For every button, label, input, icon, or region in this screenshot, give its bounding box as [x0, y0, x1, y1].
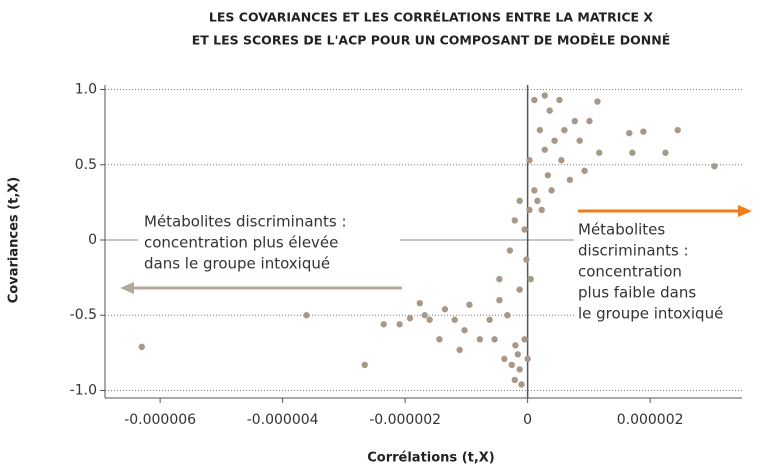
- point: [486, 316, 493, 323]
- point: [626, 129, 633, 137]
- point: [544, 172, 552, 179]
- point: [303, 312, 310, 319]
- point: [534, 197, 541, 205]
- point: [711, 163, 718, 170]
- annotation-bg: [138, 208, 400, 280]
- y-tick-label: 0: [88, 232, 97, 248]
- point: [138, 343, 145, 351]
- annotation-text: Métabolites: [578, 221, 665, 239]
- point: [524, 355, 531, 363]
- point: [491, 336, 498, 343]
- point: [546, 107, 553, 114]
- annotation-text: concentration plus élevée: [144, 234, 338, 252]
- point: [556, 96, 563, 104]
- point: [512, 342, 519, 349]
- point: [461, 327, 468, 334]
- point: [586, 117, 593, 125]
- point: [526, 206, 533, 214]
- point: [527, 275, 534, 283]
- point: [561, 126, 568, 134]
- point: [456, 346, 463, 354]
- point: [581, 167, 588, 174]
- annotation-text: dans le groupe intoxiqué: [144, 255, 330, 273]
- y-tick-label: 1.0: [75, 82, 97, 98]
- point: [436, 336, 443, 343]
- point: [674, 126, 681, 134]
- point: [514, 351, 522, 358]
- point: [504, 312, 511, 319]
- point: [396, 321, 403, 328]
- x-axis-label: Corrélations (t,X): [367, 451, 495, 466]
- point: [571, 117, 578, 125]
- point: [406, 315, 414, 322]
- point: [541, 92, 548, 99]
- x-tick-label: -0.000004: [247, 412, 319, 428]
- point: [551, 137, 558, 144]
- annotation-text: le groupe intoxiqué: [578, 305, 723, 323]
- annotation-arrowhead: [120, 282, 134, 294]
- point: [531, 96, 538, 104]
- point: [511, 217, 518, 224]
- annotation-text: plus faible dans: [578, 284, 696, 302]
- point: [538, 206, 545, 214]
- point: [526, 157, 533, 164]
- point: [558, 157, 565, 164]
- point: [576, 137, 583, 144]
- annotation-bg: [574, 218, 754, 336]
- annotation-text: Métabolites discriminants :: [144, 213, 347, 231]
- y-tick-label: 0.5: [75, 157, 97, 173]
- point: [516, 197, 523, 205]
- point: [518, 381, 525, 388]
- point: [506, 247, 514, 254]
- chart-title: LES COVARIANCES ET LES CORRÉLATIONS ENTR…: [209, 10, 653, 25]
- point: [516, 286, 523, 293]
- y-tick-label: -0.5: [70, 307, 97, 323]
- point: [640, 128, 647, 135]
- point: [594, 98, 601, 105]
- point: [416, 299, 424, 307]
- point: [508, 361, 515, 369]
- annotation-text: concentration: [578, 263, 682, 281]
- point: [496, 275, 503, 283]
- point: [523, 256, 530, 263]
- point: [548, 187, 555, 194]
- point: [441, 306, 449, 313]
- annotation-text: discriminants :: [578, 242, 689, 260]
- point: [451, 316, 458, 323]
- point: [516, 366, 523, 373]
- point: [596, 149, 603, 156]
- point: [496, 296, 503, 304]
- y-tick-label: -1.0: [70, 382, 97, 398]
- point: [536, 126, 544, 134]
- point: [521, 226, 528, 233]
- point: [426, 316, 433, 323]
- x-tick-label: -0.000002: [369, 412, 441, 428]
- x-tick-label: 0.000002: [617, 412, 684, 428]
- point: [521, 336, 528, 343]
- x-tick-label: -0.000006: [124, 412, 196, 428]
- point: [476, 336, 484, 343]
- annotation-arrowhead: [738, 205, 752, 217]
- point: [466, 301, 473, 308]
- chart-title: ET LES SCORES DE L'ACP POUR UN COMPOSANT…: [192, 33, 671, 48]
- point: [531, 187, 538, 194]
- x-tick-label: 0: [523, 412, 532, 428]
- point: [361, 361, 368, 369]
- point: [380, 321, 387, 328]
- y-axis-label: Covariances (t,X): [7, 177, 22, 303]
- point: [662, 149, 669, 156]
- point: [511, 376, 518, 384]
- point: [541, 146, 548, 153]
- point: [421, 312, 428, 319]
- point: [566, 176, 574, 184]
- point: [629, 149, 636, 156]
- point: [501, 355, 508, 363]
